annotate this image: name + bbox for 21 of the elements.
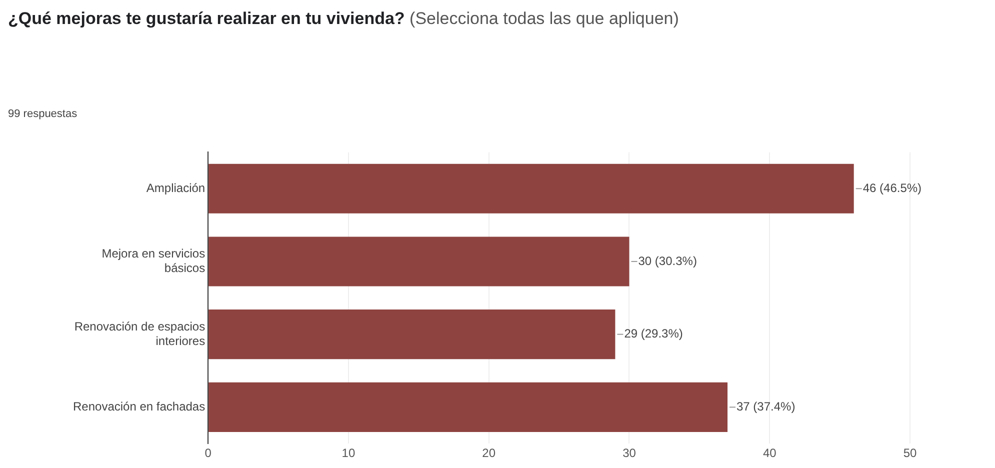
chart-title: ¿Qué mejoras te gustaría realizar en tu vivienda? <box>8 9 405 28</box>
x-tick-label: 0 <box>204 446 212 460</box>
x-tick-label: 10 <box>342 446 356 460</box>
chart-subtitle: (Selecciona todas las que apliquen) <box>410 9 679 28</box>
data-label: 37 (37.4%) <box>736 399 796 414</box>
bar <box>208 382 728 432</box>
y-tick-label: Mejora en servicios básicos <box>102 246 206 275</box>
y-tick-label: Renovación de espacios interiores <box>74 319 206 348</box>
bar <box>208 236 630 286</box>
bar <box>208 164 854 214</box>
y-tick-label: Renovación en fachadas <box>73 399 206 414</box>
data-label: 30 (30.3%) <box>638 254 697 268</box>
data-label: 46 (46.5%) <box>862 180 922 195</box>
y-tick-label: Ampliación <box>146 180 206 195</box>
x-tick-label: 20 <box>482 446 496 460</box>
x-tick-label: 30 <box>622 446 636 460</box>
bar <box>208 310 616 360</box>
data-label: 29 (29.3%) <box>624 326 683 341</box>
text: 99 respuestas <box>8 108 78 120</box>
x-tick-label: 50 <box>903 446 917 460</box>
x-tick-label: 40 <box>762 446 777 460</box>
